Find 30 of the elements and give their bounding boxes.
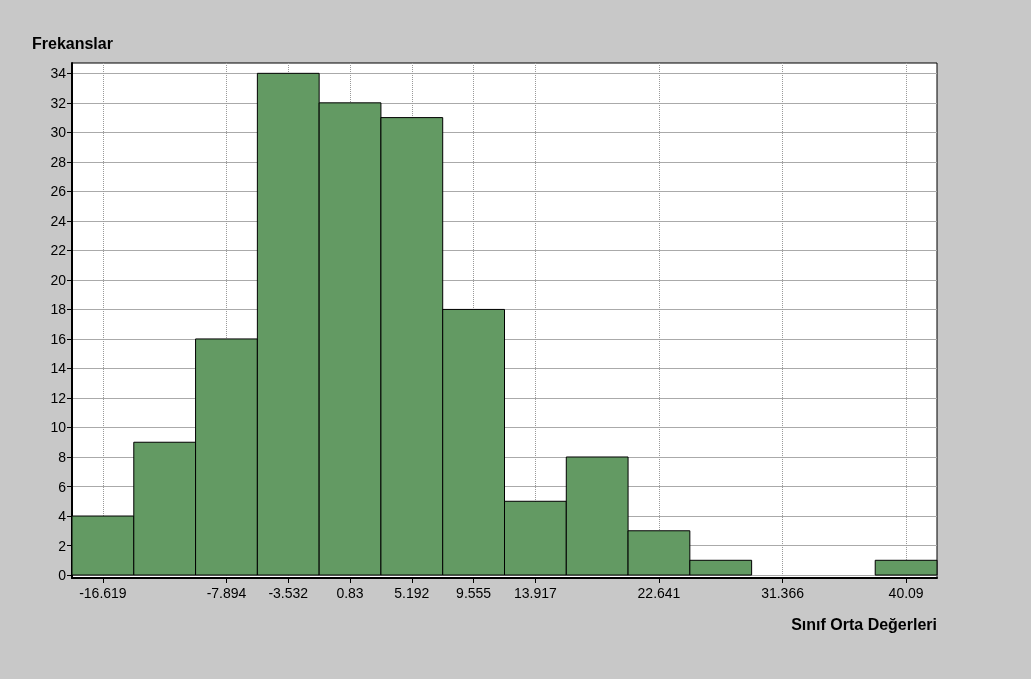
y-tick-label: 28 [50, 153, 67, 170]
y-tick-label: 20 [50, 271, 67, 288]
y-tick-label: 16 [50, 330, 67, 347]
x-tick-label: -3.532 [268, 585, 309, 601]
x-tick-label: 13.917 [513, 585, 558, 601]
y-tick-label: 6 [58, 478, 67, 495]
y-tick-label: 14 [50, 360, 67, 377]
y-axis-title: Frekanslar [32, 34, 113, 52]
x-tick-label: -7.894 [206, 585, 247, 601]
x-tick-label: 22.641 [637, 585, 681, 601]
y-tick-label: 8 [58, 449, 67, 465]
y-tick-label: 24 [50, 212, 67, 229]
x-tick-label: 40.09 [888, 585, 924, 601]
x-tick-label: 9.555 [456, 585, 492, 601]
y-tick-label: 30 [50, 124, 67, 141]
y-tick-label: 32 [50, 94, 67, 111]
y-tick-label: 34 [50, 65, 67, 82]
x-tick-label: 31.366 [761, 585, 805, 601]
x-tick-label: -16.619 [79, 585, 127, 601]
y-tick-label: 10 [50, 419, 67, 436]
y-tick-label: 22 [50, 242, 67, 259]
x-tick-label: 0.83 [336, 585, 364, 601]
y-tick-label: 12 [50, 389, 67, 406]
x-tick-label: 5.192 [394, 585, 430, 601]
y-tick-label: 26 [50, 183, 67, 200]
y-tick-label: 2 [58, 537, 67, 554]
x-axis-title: Sınıf Orta Değerleri [791, 615, 937, 633]
y-tick-label: 4 [58, 508, 67, 525]
y-tick-label: 18 [50, 301, 67, 318]
y-tick-label: 0 [58, 567, 67, 584]
